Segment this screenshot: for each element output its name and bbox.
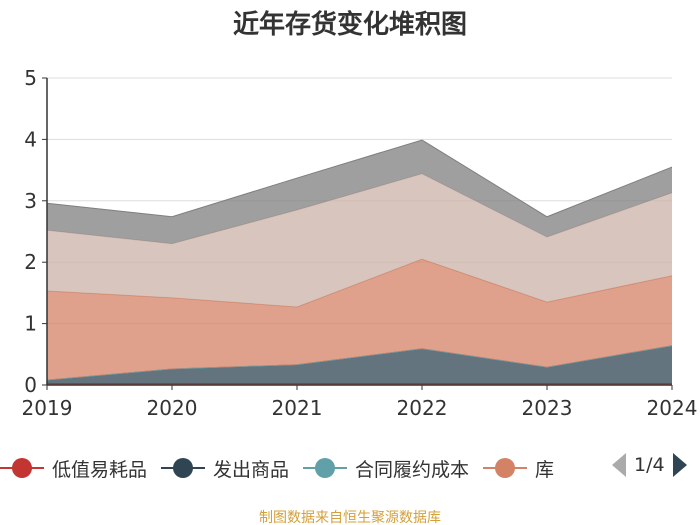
legend-marker-icon xyxy=(483,458,528,478)
legend-pager: 1/4 xyxy=(612,453,687,477)
plot-area: 0 1 2 3 4 5 2019 2020 2021 2022 2023 2024 xyxy=(22,66,698,420)
y-tick-label: 1 xyxy=(24,312,37,336)
x-tick-label: 2020 xyxy=(147,396,198,420)
legend-next-icon[interactable] xyxy=(672,453,687,477)
x-tick-label: 2022 xyxy=(397,396,448,420)
legend-item[interactable]: 库 xyxy=(483,455,554,482)
legend-marker-icon xyxy=(0,458,44,478)
legend: 低值易耗品 发出商品 合同履约成本 库 xyxy=(0,453,600,483)
chart-title: 近年存货变化堆积图 xyxy=(232,10,467,40)
y-tick-label: 3 xyxy=(24,189,37,213)
y-tick-label: 5 xyxy=(24,66,37,90)
y-tick-label: 2 xyxy=(24,250,37,274)
y-tick-label: 0 xyxy=(24,373,37,397)
x-tick-label: 2019 xyxy=(22,396,73,420)
area-series-1 xyxy=(47,345,672,384)
legend-marker-icon xyxy=(303,458,348,478)
y-tick-label: 4 xyxy=(24,127,37,151)
source-note: 制图数据来自恒生聚源数据库 xyxy=(259,510,441,525)
legend-item[interactable]: 低值易耗品 xyxy=(0,455,147,482)
x-tick-label: 2024 xyxy=(647,396,698,420)
legend-label: 合同履约成本 xyxy=(355,458,470,481)
legend-item[interactable]: 合同履约成本 xyxy=(303,455,469,482)
area-series-5 xyxy=(47,140,672,244)
x-tick-label: 2023 xyxy=(522,396,573,420)
legend-item[interactable]: 发出商品 xyxy=(161,455,289,482)
area-series-4 xyxy=(47,173,672,308)
legend-marker-icon xyxy=(161,458,206,478)
legend-label: 发出商品 xyxy=(213,458,290,481)
x-tick-label: 2021 xyxy=(272,396,323,420)
legend-prev-icon[interactable] xyxy=(612,453,626,477)
line-series-5 xyxy=(46,139,673,218)
area-series-3 xyxy=(47,259,672,381)
legend-page: 1/4 xyxy=(634,454,665,476)
legend-label: 库 xyxy=(535,458,555,481)
legend-label: 低值易耗品 xyxy=(52,458,148,481)
